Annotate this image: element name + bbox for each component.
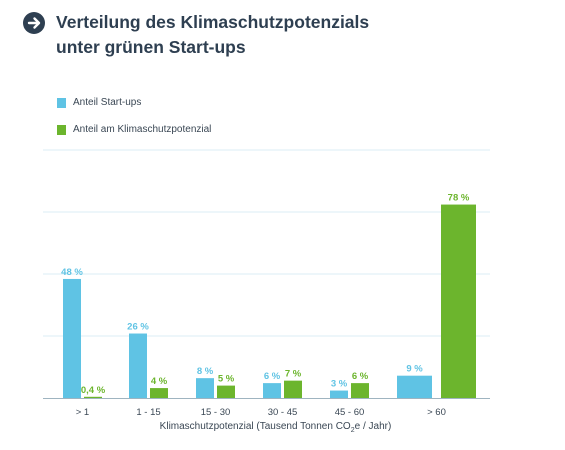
bar-potential-4: [351, 383, 369, 398]
x-tick-label-4: 45 - 60: [335, 407, 365, 418]
data-label-startups-5: 9 %: [406, 364, 423, 375]
x-axis-title-subscript: 2: [350, 427, 355, 434]
data-label-potential-3: 7 %: [285, 369, 302, 380]
chart-title: Verteilung des Klimaschutzpotenzials unt…: [56, 10, 476, 60]
data-label-potential-0: 0,4 %: [81, 385, 106, 396]
x-axis-title-suffix: e / Jahr): [354, 421, 392, 432]
bar-startups-4: [330, 390, 348, 398]
x-axis-title: Klimaschutzpotenzial (Tausend Tonnen CO2…: [0, 421, 565, 434]
legend-swatch-startups: [57, 98, 66, 108]
data-label-potential-2: 5 %: [218, 374, 235, 385]
data-label-startups-1: 26 %: [127, 322, 149, 333]
x-tick-label-0: > 1: [76, 407, 89, 418]
data-label-potential-4: 6 %: [352, 371, 369, 382]
bar-potential-3: [284, 380, 302, 398]
legend-label-potential: Anteil am Klimaschutzpotenzial: [73, 124, 212, 135]
x-tick-label-5: > 60: [427, 407, 446, 418]
x-tick-label-1: 1 - 15: [136, 407, 160, 418]
bar-startups-1: [129, 333, 147, 398]
legend-label-startups: Anteil Start-ups: [73, 97, 142, 108]
arrow-right-circle-icon: [23, 12, 45, 34]
bar-startups-3: [263, 383, 281, 398]
x-tick-label-2: 15 - 30: [201, 407, 231, 418]
bar-potential-5: [441, 204, 476, 398]
bar-startups-2: [196, 378, 214, 398]
data-label-startups-3: 6 %: [264, 371, 281, 382]
bar-potential-2: [217, 385, 235, 398]
bar-potential-0: [84, 396, 102, 398]
data-label-startups-2: 8 %: [197, 366, 214, 377]
bar-potential-1: [150, 388, 168, 398]
data-label-startups-4: 3 %: [331, 379, 348, 390]
chart-title-line-2: unter grünen Start-ups: [56, 37, 246, 57]
x-tick-label-3: 30 - 45: [268, 407, 298, 418]
x-axis-title-prefix: Klimaschutzpotenzial (Tausend Tonnen CO: [159, 421, 351, 432]
data-label-startups-0: 48 %: [61, 267, 83, 278]
chart-title-line-1: Verteilung des Klimaschutzpotenzials: [56, 12, 370, 32]
bar-startups-0: [63, 278, 81, 398]
data-label-potential-5: 78 %: [448, 193, 470, 204]
data-label-potential-1: 4 %: [151, 376, 168, 387]
bar-startups-5: [397, 375, 432, 398]
legend-swatch-potential: [57, 125, 66, 135]
